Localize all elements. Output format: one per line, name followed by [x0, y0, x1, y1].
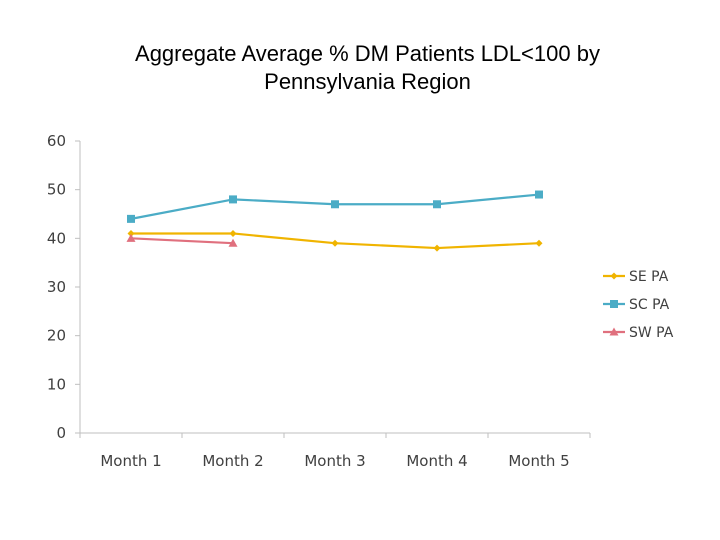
- chart-legend: SE PA SC PA SW PA: [603, 269, 674, 341]
- series-layer: [126, 190, 543, 252]
- chart-axes: 0 10 20 30 40 50 60 Month 1 Month 2 Month 3 Month …: [47, 132, 591, 470]
- data-point: [127, 229, 135, 237]
- series-line: [130, 237, 234, 245]
- data-point: [433, 244, 441, 252]
- data-point: [331, 200, 339, 209]
- x-tick-label: Month 1: [100, 452, 161, 470]
- x-tick-label: Month 4: [406, 452, 467, 470]
- y-tick-label: 0: [56, 424, 66, 442]
- y-tick-label: 50: [47, 181, 66, 199]
- data-point: [228, 238, 238, 247]
- series-sc-pa: [127, 190, 543, 223]
- x-tick-label: Month 3: [304, 452, 365, 470]
- data-point: [127, 214, 135, 223]
- y-tick-label: 20: [47, 327, 66, 345]
- series-sw-pa: [126, 233, 238, 247]
- y-tick-label: 40: [47, 229, 66, 247]
- data-point: [126, 233, 136, 242]
- legend-label: SC PA: [629, 297, 670, 313]
- legend-item: SC PA: [603, 297, 670, 313]
- chart-title-line-2: Pennsylvania Region: [264, 69, 471, 94]
- data-point: [331, 239, 339, 247]
- chart-title-line-1: Aggregate Average % DM Patients LDL<100 …: [135, 41, 600, 66]
- legend-item: SW PA: [603, 325, 674, 341]
- data-point: [535, 190, 543, 199]
- chart-title: Aggregate Average % DM Patients LDL<100 …: [0, 40, 720, 96]
- legend-marker: [610, 272, 618, 280]
- legend-label: SW PA: [629, 325, 674, 341]
- legend-marker: [609, 327, 619, 336]
- legend-item: SE PA: [603, 269, 669, 285]
- legend-label: SE PA: [629, 269, 669, 285]
- data-point: [229, 229, 237, 237]
- data-point: [433, 200, 441, 209]
- x-tick-label: Month 5: [508, 452, 569, 470]
- data-point: [229, 195, 237, 204]
- x-tick-label: Month 2: [202, 452, 263, 470]
- data-point: [535, 239, 543, 247]
- y-tick-label: 30: [47, 278, 66, 296]
- legend-marker: [610, 300, 618, 308]
- series-se-pa: [127, 229, 543, 252]
- y-tick-label: 10: [47, 375, 66, 393]
- y-tick-label: 60: [47, 132, 66, 150]
